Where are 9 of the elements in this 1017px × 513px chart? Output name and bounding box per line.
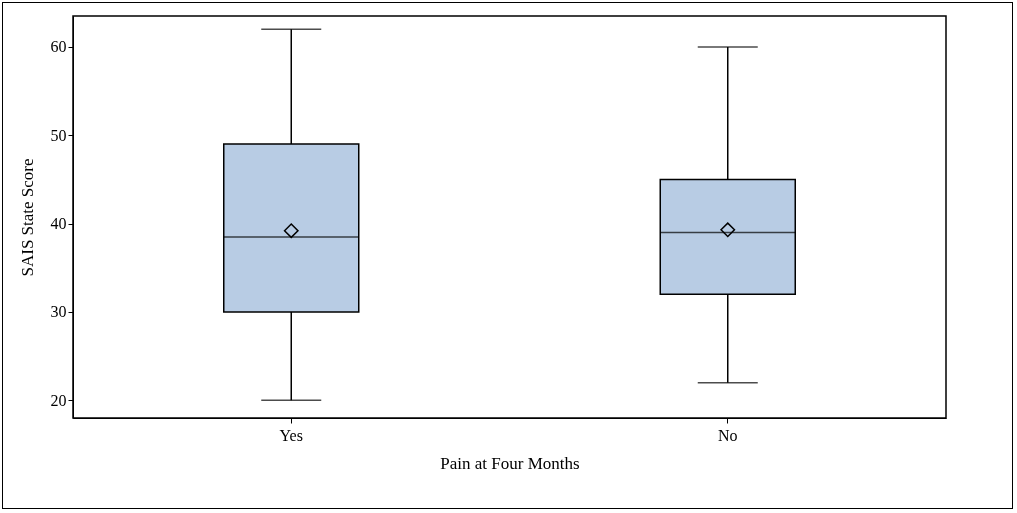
- y-tick-label: 30: [50, 303, 67, 321]
- x-axis-title: Pain at Four Months: [440, 453, 580, 473]
- y-tick-label: 40: [50, 215, 67, 233]
- y-tick-label: 50: [50, 126, 67, 144]
- y-axis-title: SAIS State Score: [17, 158, 37, 277]
- y-tick-label: 60: [50, 38, 67, 56]
- x-tick-label: Yes: [279, 426, 303, 444]
- x-tick-label: No: [717, 426, 738, 444]
- y-tick-label: 20: [50, 391, 67, 409]
